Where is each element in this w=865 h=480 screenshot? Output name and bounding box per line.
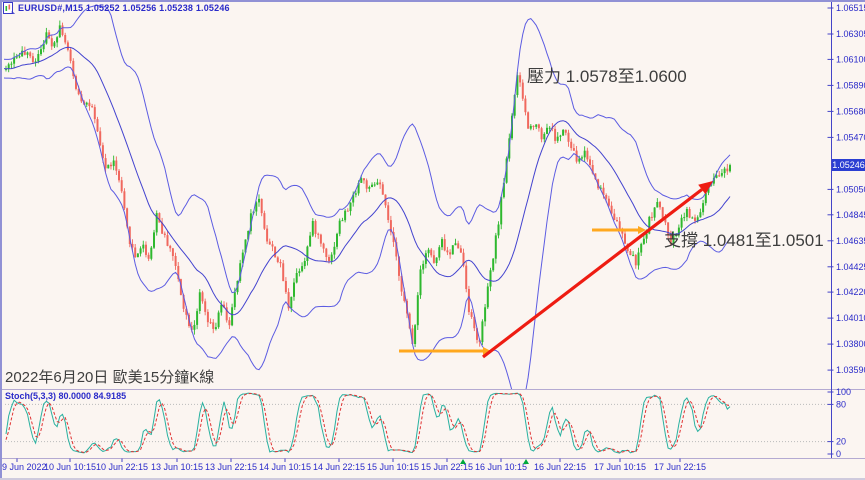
price-axis-label: 1.05890 bbox=[836, 80, 865, 90]
time-axis-label: 13 Jun 22:15 bbox=[205, 462, 257, 472]
time-axis-label: 10 Jun 10:15 bbox=[44, 462, 96, 472]
chart-title-bar: EURUSD#,M15 1.05252 1.05256 1.05238 1.05… bbox=[3, 2, 230, 14]
bollinger-upper-line bbox=[4, 4, 731, 294]
time-axis-label: 17 Jun 22:15 bbox=[654, 462, 706, 472]
current-price-badge: 1.05246 bbox=[832, 159, 865, 171]
time-axis-label: 16 Jun 22:15 bbox=[534, 462, 586, 472]
price-axis-label: 1.04010 bbox=[836, 313, 865, 323]
window-frame-bottom bbox=[0, 478, 865, 480]
price-axis-label: 1.06100 bbox=[836, 54, 865, 64]
support-level-arrow-line-head[interactable] bbox=[638, 226, 646, 234]
date-caption: 2022年6月20日 歐美15分鐘K線 bbox=[5, 369, 215, 386]
price-axis-label: 1.06305 bbox=[836, 29, 865, 39]
time-axis-label: 16 Jun 10:15 bbox=[475, 462, 527, 472]
time-axis-label: 15 Jun 10:15 bbox=[367, 462, 419, 472]
trend-arrow-line-head[interactable] bbox=[698, 181, 713, 195]
time-axis-label: 14 Jun 22:15 bbox=[313, 462, 365, 472]
price-axis-label: 1.06515 bbox=[836, 3, 865, 13]
price-axis-label: 1.04635 bbox=[836, 236, 865, 246]
stoch-axis-label: 0 bbox=[836, 449, 841, 459]
trend-arrow-line[interactable] bbox=[482, 188, 703, 359]
support-level-arrow-line-head[interactable] bbox=[483, 347, 491, 355]
chart-title: EURUSD#,M15 1.05252 1.05256 1.05238 1.05… bbox=[18, 3, 230, 13]
stoch-axis-label: 100 bbox=[836, 387, 851, 397]
trade-marker-icon bbox=[460, 459, 466, 464]
price-axis-label: 1.05050 bbox=[836, 184, 865, 194]
stoch-axis-label: 20 bbox=[836, 437, 846, 447]
time-axis-label: 14 Jun 10:15 bbox=[259, 462, 311, 472]
candlestick-series bbox=[5, 20, 731, 348]
time-axis-label: 10 Jun 22:15 bbox=[96, 462, 148, 472]
main-chart-area bbox=[4, 4, 731, 389]
window-frame-left bbox=[0, 0, 2, 478]
resistance-annotation: 壓力 1.0578至1.0600 bbox=[527, 67, 687, 86]
bollinger-middle-line bbox=[4, 46, 731, 316]
time-axis-label: 9 Jun 2022 bbox=[2, 462, 47, 472]
price-axis-label: 1.03590 bbox=[836, 365, 865, 375]
stochastic-panel bbox=[5, 392, 830, 454]
time-axis-label: 15 Jun 22:15 bbox=[421, 462, 473, 472]
price-axis-label: 1.04845 bbox=[836, 210, 865, 220]
trade-marker-icon bbox=[523, 459, 529, 464]
price-axis-label: 1.04425 bbox=[836, 262, 865, 272]
stochastic-signal-line bbox=[5, 392, 731, 454]
bollinger-lower-line bbox=[4, 66, 731, 389]
price-axis-label: 1.04220 bbox=[836, 287, 865, 297]
time-axis-label: 13 Jun 10:15 bbox=[151, 462, 203, 472]
support-annotation: 支撐 1.0481至1.0501 bbox=[664, 231, 824, 250]
price-axis-label: 1.03800 bbox=[836, 339, 865, 349]
window-frame-top bbox=[0, 0, 865, 2]
stochastic-indicator-label: Stoch(5,3,3) 80.0000 84.9185 bbox=[5, 391, 127, 401]
chart-icon bbox=[3, 2, 15, 14]
price-axis-label: 1.05680 bbox=[836, 106, 865, 116]
price-axis-label: 1.05470 bbox=[836, 132, 865, 142]
price-axis-labels: 1.06515 1.06305 1.06100 1.05890 1.05680 1.054… bbox=[827, 3, 865, 459]
time-axis-label: 17 Jun 10:15 bbox=[594, 462, 646, 472]
axes: 1.06515 1.06305 1.06100 1.05890 1.05680 1.054… bbox=[0, 2, 865, 472]
stoch-axis-label: 80 bbox=[836, 399, 846, 409]
